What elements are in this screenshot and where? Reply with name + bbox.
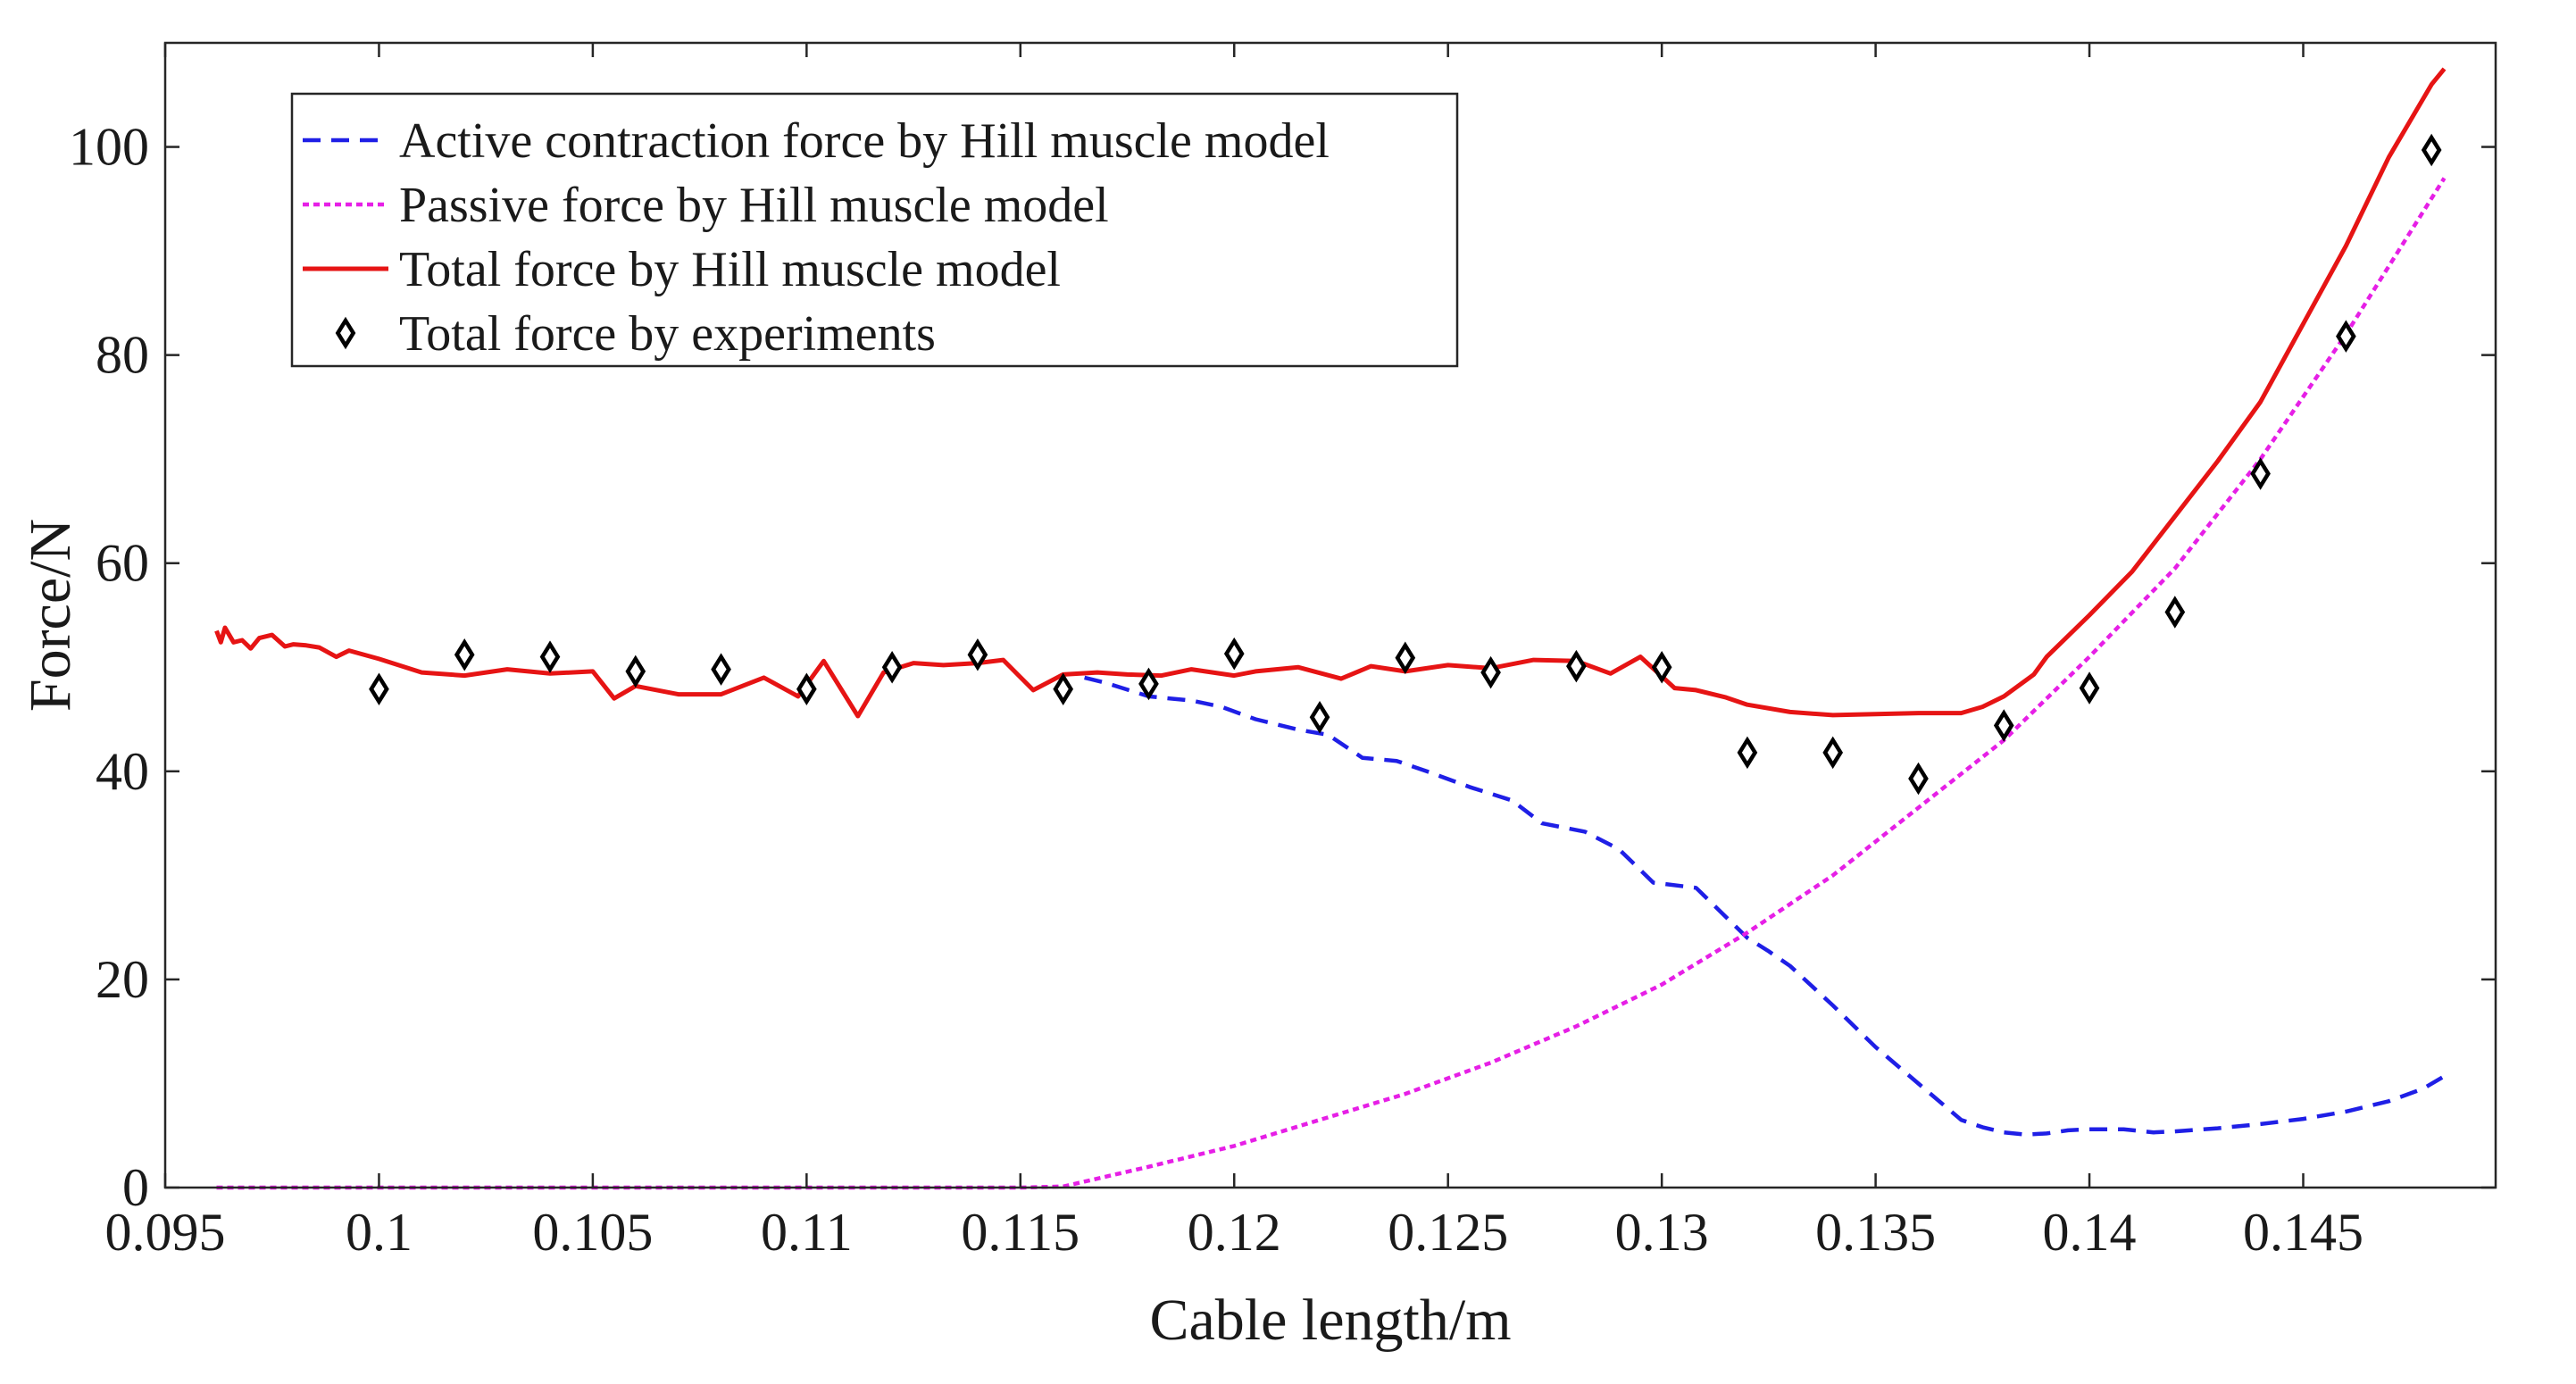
y-tick-label: 100 — [69, 118, 149, 177]
data-point — [454, 638, 475, 671]
x-tick-label: 0.14 — [2043, 1203, 2137, 1262]
y-tick-label: 40 — [96, 742, 149, 801]
legend-label: Active contraction force by Hill muscle … — [399, 113, 1330, 169]
data-point — [711, 653, 731, 686]
plot-area: 0.095 0.1 0.105 0.11 0.115 0.12 0.125 0.13 0.135… — [69, 41, 2497, 1262]
y-tick-label: 20 — [96, 950, 149, 1009]
data-point — [1223, 637, 1245, 671]
data-point — [1395, 641, 1416, 675]
legend-item: Active contraction force by Hill muscle … — [303, 113, 1330, 169]
x-tick-label: 0.135 — [1815, 1203, 1936, 1262]
data-point — [1737, 736, 1758, 770]
legend-label: Passive force by Hill muscle model — [399, 178, 1109, 233]
data-point — [2079, 671, 2100, 705]
legend-marker — [335, 316, 356, 350]
legend-item: Total force by Hill muscle model — [303, 242, 1061, 297]
legend: Active contraction force by Hill muscle … — [290, 92, 1459, 368]
x-axis-label: Cable length/m — [1149, 1288, 1511, 1353]
x-tick-label: 0.095 — [105, 1203, 226, 1262]
data-point — [967, 638, 988, 671]
legend-item: Passive force by Hill muscle model — [303, 178, 1109, 233]
data-point — [2421, 133, 2442, 167]
legend-label: Total force by Hill muscle model — [399, 242, 1061, 297]
series-line — [1084, 675, 2446, 1137]
x-tick-label: 0.145 — [2243, 1203, 2363, 1262]
data-point — [1480, 655, 1501, 689]
y-tick-label: 0 — [122, 1158, 149, 1217]
legend-label: Total force by experiments — [399, 306, 936, 362]
data-point — [1566, 649, 1587, 683]
data-point — [1993, 709, 2014, 742]
data-point — [2250, 457, 2271, 490]
data-point — [539, 640, 561, 673]
ticks-layer: 0.095 0.1 0.105 0.11 0.115 0.12 0.125 0.13 0.135… — [69, 43, 2496, 1262]
data-point — [2164, 596, 2186, 629]
data-point — [881, 651, 903, 684]
x-tick-label: 0.105 — [532, 1203, 653, 1262]
x-tick-label: 0.12 — [1188, 1203, 1281, 1262]
data-point — [1822, 736, 1844, 770]
x-tick-label: 0.125 — [1388, 1203, 1508, 1262]
data-point — [1138, 667, 1159, 701]
data-point — [369, 672, 389, 706]
x-tick-label: 0.11 — [761, 1203, 853, 1262]
data-point — [2336, 320, 2356, 353]
x-tick-label: 0.115 — [961, 1203, 1080, 1262]
y-tick-label: 80 — [96, 326, 149, 385]
data-point — [1908, 762, 1929, 796]
data-point — [796, 672, 817, 706]
legend-box — [290, 92, 1459, 368]
data-point — [1053, 672, 1074, 706]
data-point — [1651, 651, 1672, 684]
data-point — [1309, 700, 1330, 734]
data-point — [625, 654, 646, 688]
y-axis-label: Force/N — [18, 519, 83, 712]
series-4 — [369, 133, 2442, 796]
legend-item: Total force by experiments — [335, 306, 936, 362]
series-1 — [1084, 675, 2446, 1137]
y-tick-label: 60 — [96, 534, 149, 593]
x-tick-label: 0.1 — [346, 1203, 413, 1262]
axes-frame — [163, 41, 2497, 1189]
x-tick-label: 0.13 — [1615, 1203, 1709, 1262]
